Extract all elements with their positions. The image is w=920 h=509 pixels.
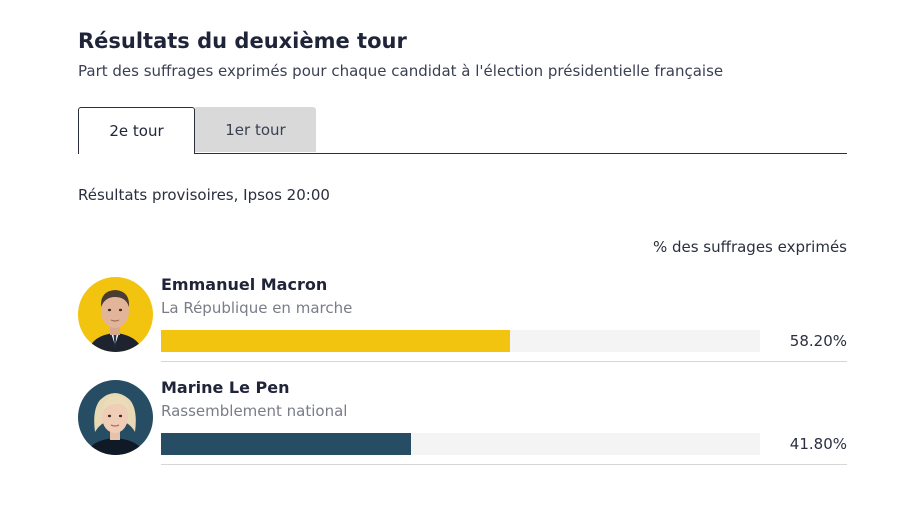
candidate-row-macron: Emmanuel Macron La République en marche … (78, 275, 847, 367)
macron-portrait-icon (78, 277, 153, 352)
bar-track (161, 433, 760, 455)
bar-macron (161, 330, 510, 352)
candidate-party: La République en marche (161, 299, 353, 317)
chart-subtitle: Part des suffrages exprimés pour chaque … (78, 62, 724, 80)
value-label: 41.80% (789, 435, 847, 453)
chart-title: Résultats du deuxième tour (78, 29, 407, 53)
round-tabs: 2e tour 1er tour (78, 107, 847, 154)
candidate-name: Emmanuel Macron (161, 275, 328, 294)
lepen-portrait-icon (78, 380, 153, 455)
candidate-row-lepen: Marine Le Pen Rassemblement national 41.… (78, 378, 847, 470)
candidate-party: Rassemblement national (161, 402, 348, 420)
tab-second-round[interactable]: 2e tour (78, 107, 195, 154)
bar-lepen (161, 433, 412, 455)
tab-first-round[interactable]: 1er tour (195, 107, 316, 152)
macron-avatar (78, 277, 153, 352)
value-label: 58.20% (789, 332, 847, 350)
provisional-results-note: Résultats provisoires, Ipsos 20:00 (78, 186, 330, 204)
candidate-name: Marine Le Pen (161, 378, 290, 397)
row-divider (161, 361, 847, 362)
row-divider (161, 464, 847, 465)
column-label: % des suffrages exprimés (652, 238, 847, 256)
bar-track (161, 330, 760, 352)
lepen-avatar (78, 380, 153, 455)
